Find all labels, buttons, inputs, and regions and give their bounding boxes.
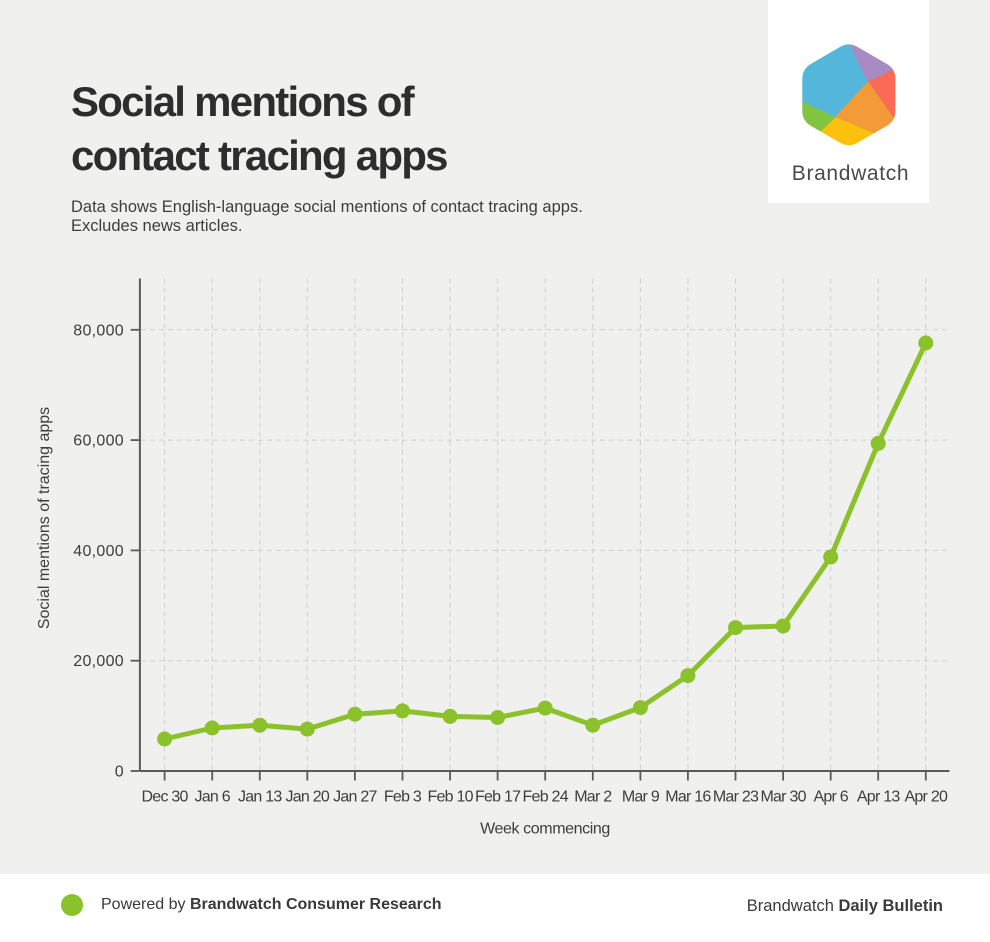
svg-text:Feb 10: Feb 10: [427, 789, 473, 806]
svg-text:0: 0: [115, 764, 124, 781]
svg-text:Jan 20: Jan 20: [286, 789, 330, 806]
svg-text:Mar 16: Mar 16: [665, 789, 711, 806]
svg-text:Apr 13: Apr 13: [857, 789, 900, 806]
svg-text:Jan 13: Jan 13: [238, 789, 282, 806]
svg-text:Mar 2: Mar 2: [574, 789, 612, 806]
svg-text:Apr 6: Apr 6: [813, 789, 848, 806]
svg-text:Feb 17: Feb 17: [475, 789, 521, 806]
svg-text:Dec 30: Dec 30: [141, 789, 188, 806]
svg-text:60,000: 60,000: [73, 433, 124, 450]
svg-text:Mar 9: Mar 9: [622, 789, 660, 806]
svg-text:Jan 27: Jan 27: [333, 789, 377, 806]
svg-text:40,000: 40,000: [73, 543, 124, 560]
svg-text:Apr 20: Apr 20: [904, 789, 947, 806]
svg-text:Week commencing: Week commencing: [480, 821, 610, 838]
svg-text:Social mentions of tracing app: Social mentions of tracing apps: [36, 407, 53, 629]
svg-text:Mar 30: Mar 30: [760, 789, 806, 806]
svg-text:80,000: 80,000: [73, 322, 124, 339]
svg-text:20,000: 20,000: [73, 653, 124, 670]
svg-text:Jan 6: Jan 6: [195, 789, 231, 806]
svg-text:Mar 23: Mar 23: [713, 789, 759, 806]
svg-text:Feb 24: Feb 24: [523, 789, 569, 806]
svg-text:Feb 3: Feb 3: [384, 789, 422, 806]
